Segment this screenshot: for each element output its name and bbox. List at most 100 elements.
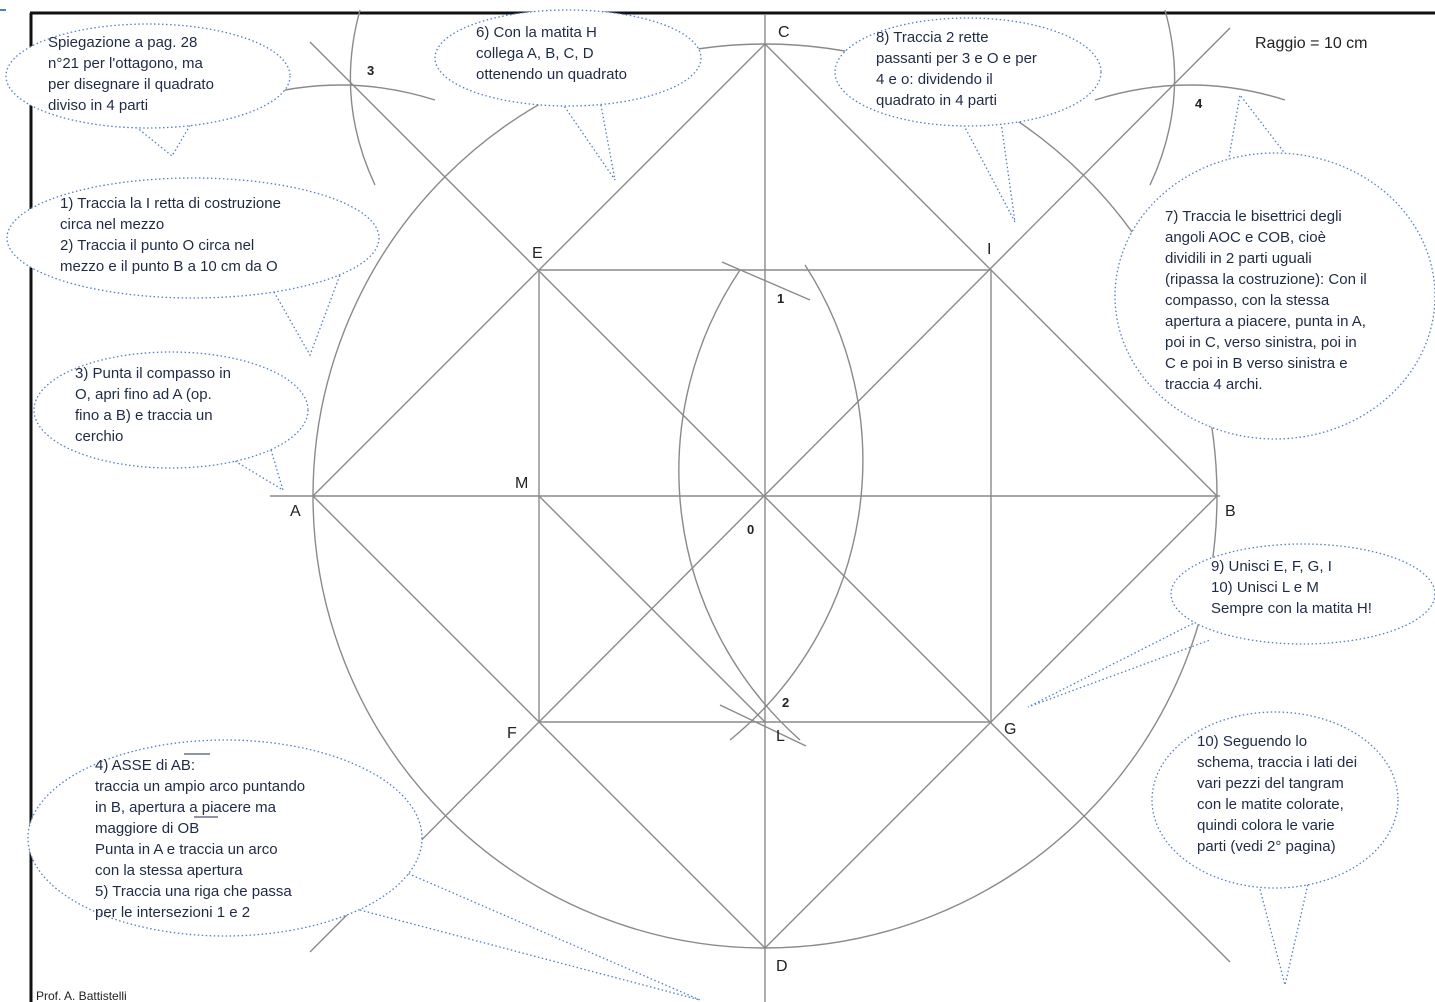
bubble-step7-tail — [1224, 93, 1291, 181]
bubble-line: ottenendo un quadrato — [476, 66, 627, 83]
bubble-line: 10) Seguendo lo — [1197, 733, 1307, 750]
point-E: E — [532, 245, 543, 262]
bubble-line: diviso in 4 parti — [48, 97, 148, 114]
bubble-line: n°21 per l'ottagono, ma — [48, 55, 203, 72]
bubble-line: C e poi in B verso sinistra e — [1165, 355, 1348, 372]
bubble-step8-tail — [959, 114, 1016, 223]
bubble-line: 8) Traccia 2 rette — [876, 29, 989, 46]
bubble-line: 5) Traccia una riga che passa — [95, 883, 292, 900]
point-M: M — [515, 475, 528, 492]
bubble-step3-text: 3) Punta il compasso in O, apri fino ad A… — [75, 365, 231, 445]
bubble-step7-text: 7) Traccia le bisettrici degli angoli AOC… — [1165, 208, 1367, 393]
bubble-step8 — [834, 17, 1102, 127]
arc-4-a — [1149, 9, 1176, 186]
bubble-line: traccia 4 archi. — [1165, 376, 1263, 393]
bubble-line: Sempre con la matita H! — [1211, 600, 1372, 617]
line-ML — [538, 495, 766, 723]
bubble-line: con la stessa apertura — [95, 862, 243, 879]
bubble-step9-10 — [1170, 543, 1435, 645]
line-3-O — [309, 41, 1231, 963]
bubble-step1-2 — [6, 177, 380, 299]
bubble-line: 3) Punta il compasso in — [75, 365, 231, 382]
bubble-line: vari pezzi del tangram — [1197, 775, 1344, 792]
point-2: 2 — [782, 695, 789, 710]
bubble-step9-10-text: 9) Unisci E, F, G, I 10) Unisci L e M Semp… — [1211, 558, 1372, 617]
bubble-step4-tail — [359, 869, 701, 1001]
point-L: L — [776, 728, 785, 745]
bubble-line: angoli AOC e COB, cioè — [1165, 229, 1326, 246]
bubble-line: fino a B) e traccia un — [75, 407, 213, 424]
bubble-step6-tail — [559, 99, 616, 181]
arc-3-a — [349, 9, 376, 186]
bubble-line: maggiore di OB — [95, 820, 199, 837]
point-3: 3 — [367, 63, 374, 78]
arc-from-A — [729, 264, 864, 741]
bubble-line: 6) Con la matita H — [476, 24, 597, 41]
bubble-line: apertura a piacere, punta in A, — [1165, 313, 1366, 330]
bubble-step8-text: 8) Traccia 2 rette passanti per 3 e O e p… — [876, 29, 1037, 109]
point-4: 4 — [1195, 96, 1203, 111]
bubble-step4-5 — [27, 739, 423, 937]
bubble-line: 1) Traccia la I retta di costruzione — [60, 195, 281, 212]
bubble-line: per disegnare il quadrato — [48, 76, 214, 93]
bubble-step6-text: 6) Con la matita H collega A, B, C, D otte… — [476, 24, 627, 83]
bubble-line: mezzo e il punto B a 10 cm da O — [60, 258, 278, 275]
bubble-line: Spiegazione a pag. 28 — [48, 34, 197, 51]
bubble-line: Punta in A e traccia un arco — [95, 841, 278, 858]
bubble-step10b-text: 10) Seguendo lo schema, traccia i lati de… — [1197, 733, 1357, 855]
line-4-O — [309, 27, 1231, 953]
square-EIGF — [538, 269, 992, 723]
bubble-step6 — [434, 9, 702, 107]
bubble-step1-2-text: 1) Traccia la I retta di costruzione circ… — [60, 195, 281, 275]
bubble-spiegazione-text: Spiegazione a pag. 28 n°21 per l'ottagono… — [48, 34, 214, 114]
point-1: 1 — [777, 291, 784, 306]
bubble-step10b — [1151, 711, 1399, 889]
bubble-line: in B, apertura a piacere ma — [95, 799, 277, 816]
tick-2 — [719, 704, 807, 747]
radius-label: Raggio = 10 cm — [1255, 35, 1368, 52]
bubble-line: collega A, B, C, D — [476, 45, 594, 62]
point-O: 0 — [747, 522, 754, 537]
bubble-line: con le matite colorate, — [1197, 796, 1344, 813]
bubble-line: 10) Unisci L e M — [1211, 579, 1319, 596]
arc-from-B — [678, 269, 801, 741]
bubble-line: cerchio — [75, 428, 123, 445]
bubble-line: passanti per 3 e O e per — [876, 50, 1037, 67]
square-ACBD — [312, 43, 1218, 949]
bubble-line: (ripassa la costruzione): Con il — [1165, 271, 1367, 288]
bubble-line: schema, traccia i lati dei — [1197, 754, 1357, 771]
tick-1 — [721, 261, 811, 301]
point-C: C — [778, 24, 790, 41]
point-G: G — [1004, 721, 1016, 738]
bubble-line: circa nel mezzo — [60, 216, 164, 233]
bubble-line: quadrato in 4 parti — [876, 92, 997, 109]
bubble-step7 — [1114, 152, 1435, 440]
bubble-step3 — [33, 351, 309, 469]
bubble-line: quindi colora le varie — [1197, 817, 1335, 834]
point-F: F — [507, 725, 517, 742]
bubble-line: traccia un ampio arco puntando — [95, 778, 305, 795]
bubble-line: compasso, con la stessa — [1165, 292, 1330, 309]
point-B: B — [1225, 503, 1236, 520]
bubble-step4-5-text: 4) ASSE di AB: traccia un ampio arco punt… — [95, 757, 305, 921]
bubble-line: 7) Traccia le bisettrici degli — [1165, 208, 1342, 225]
bubble-line: 2) Traccia il punto O circa nel — [60, 237, 254, 254]
point-D: D — [776, 958, 788, 975]
point-I: I — [987, 241, 991, 258]
bubble-line: poi in C, verso sinistra, poi in — [1165, 334, 1357, 351]
bubble-spiegazione — [5, 23, 291, 129]
point-A: A — [290, 503, 301, 520]
arc-4-b — [1094, 84, 1286, 101]
bubble-line: 4) ASSE di AB: — [95, 757, 195, 774]
bubble-line: parti (vedi 2° pagina) — [1197, 838, 1336, 855]
bubble-step1-tail — [269, 274, 341, 357]
bubble-spiegazione-tail — [129, 121, 193, 157]
bubble-line: 9) Unisci E, F, G, I — [1211, 558, 1332, 575]
bubble-line: dividili in 2 parti uguali — [1165, 250, 1312, 267]
bubble-line: O, apri fino ad A (op. — [75, 386, 212, 403]
bubble-line: per le intersezioni 1 e 2 — [95, 904, 250, 921]
bubble-line: 4 e o: dividendo il — [876, 71, 993, 88]
bubble-step9-tail — [1027, 619, 1211, 708]
